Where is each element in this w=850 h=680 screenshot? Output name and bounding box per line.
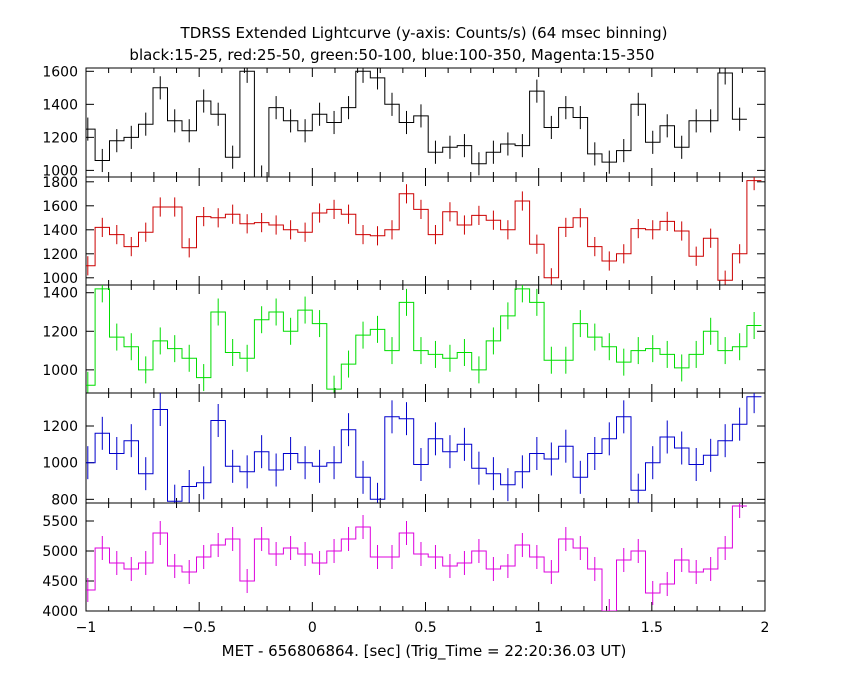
panel-frame: [85, 176, 766, 286]
x-tick-label: 1.5: [641, 620, 663, 636]
y-tick-label: 1400: [42, 286, 78, 302]
panel-100-350: 800 1000 1200: [42, 392, 766, 508]
x-tick-label: 0.5: [414, 620, 436, 636]
x-tick-label: 0: [308, 620, 317, 636]
chart-subtitle: black:15-25, red:25-50, green:50-100, bl…: [129, 46, 654, 64]
x-tick-label: −1: [76, 620, 97, 636]
y-tick-label: 1200: [42, 419, 78, 435]
y-tick-label: 5000: [42, 544, 78, 560]
panel-15-350: 4000 4500 5000 5500: [42, 502, 766, 620]
y-tick-label: 1000: [42, 363, 78, 379]
panel-frame: [85, 67, 766, 178]
x-tick-label: 2: [761, 620, 770, 636]
y-tick-label: 1200: [42, 324, 78, 340]
series-25-50: [86, 177, 762, 285]
y-tick-label: 1200: [42, 130, 78, 146]
y-tick-label: 1400: [42, 97, 78, 113]
step-line: [86, 180, 762, 281]
x-axis: −1 −0.5 0 0.5 1 1.5 2: [76, 620, 770, 636]
panel-frame: [85, 284, 766, 394]
y-tick-label: 1800: [42, 175, 78, 191]
chart-title: TDRSS Extended Lightcurve (y-axis: Count…: [180, 24, 668, 42]
y-tick-label: 1000: [42, 163, 78, 179]
y-tick-label: 1600: [42, 199, 78, 215]
panels: 1000120014001600100012001400160018001000…: [42, 64, 766, 620]
y-tick-label: 4000: [42, 604, 78, 620]
series-15-25: [86, 68, 747, 177]
series-100-350: [86, 393, 762, 503]
y-tick-label: 800: [51, 492, 78, 508]
step-line: [86, 288, 762, 390]
step-line: [86, 70, 747, 177]
y-tick-label: 1000: [42, 271, 78, 287]
x-axis-label: MET - 656806864. [sec] (Trig_Time = 22:2…: [222, 642, 627, 661]
panel-50-100: 1000 1200 1400: [42, 284, 766, 394]
series-50-100: [86, 285, 762, 393]
panel-15-25: 1000 1200 1400 1600: [42, 64, 766, 179]
x-tick-label: 1: [534, 620, 543, 636]
y-tick-label: 1600: [42, 64, 78, 80]
step-line: [86, 505, 747, 611]
y-tick-label: 4500: [42, 574, 78, 590]
x-tick-label: −0.5: [182, 620, 216, 636]
y-tick-label: 5500: [42, 514, 78, 530]
panel-frame: [85, 502, 766, 612]
series-15-350: [86, 503, 747, 611]
y-tick-label: 1000: [42, 456, 78, 472]
panel-25-50: 1000 1200 1400 1600 1800: [42, 175, 766, 287]
y-tick-label: 1400: [42, 223, 78, 239]
y-tick-label: 1200: [42, 247, 78, 263]
